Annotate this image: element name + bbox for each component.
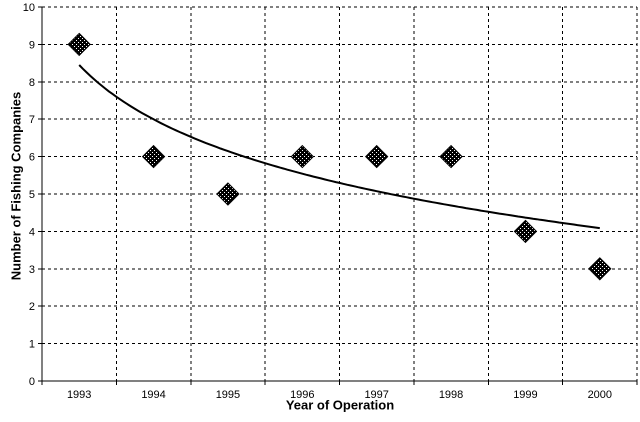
- x-tick-label: 2000: [588, 389, 612, 401]
- diamond-marker: [141, 144, 166, 169]
- gridlines: [42, 6, 638, 381]
- x-tick-label: 1995: [216, 389, 240, 401]
- diamond-marker: [439, 144, 463, 169]
- x-tick-label: 1994: [141, 389, 165, 401]
- diamond-marker: [588, 257, 612, 281]
- tick-labels: 0 1 2 3 4 5 6 7 8 9 10 1993 1994 1995 1996 1997 1998 1999…: [23, 2, 612, 401]
- x-tick-label: 1999: [513, 389, 537, 401]
- trend-line: [78, 64, 600, 230]
- axes: [38, 6, 638, 385]
- diamond-marker: [67, 32, 91, 57]
- data-points: [67, 32, 612, 281]
- diamond-marker: [513, 219, 538, 244]
- x-tick-label: 1996: [290, 389, 314, 401]
- y-tick-label: 2: [29, 301, 35, 313]
- diamond-marker: [290, 144, 315, 169]
- y-tick-label: 0: [29, 376, 35, 388]
- x-tick-label: 1998: [439, 389, 463, 401]
- y-tick-label: 3: [29, 264, 35, 276]
- diamond-marker: [364, 144, 389, 169]
- x-tick-label: 1997: [364, 389, 388, 401]
- y-tick-label: 9: [29, 39, 35, 51]
- y-tick-label: 5: [29, 189, 35, 201]
- y-axis-title: Number of Fishing Companies: [8, 91, 24, 281]
- y-tick-label: 4: [29, 226, 35, 238]
- y-tick-label: 7: [29, 114, 35, 126]
- y-tick-label: 6: [29, 152, 35, 164]
- x-axis-title: Year of Operation: [285, 397, 395, 413]
- x-tick-label: 1993: [67, 389, 91, 401]
- y-tick-label: 8: [29, 77, 35, 89]
- y-tick-label: 1: [29, 339, 35, 351]
- diamond-marker: [216, 182, 240, 206]
- y-tick-label: 10: [23, 2, 35, 14]
